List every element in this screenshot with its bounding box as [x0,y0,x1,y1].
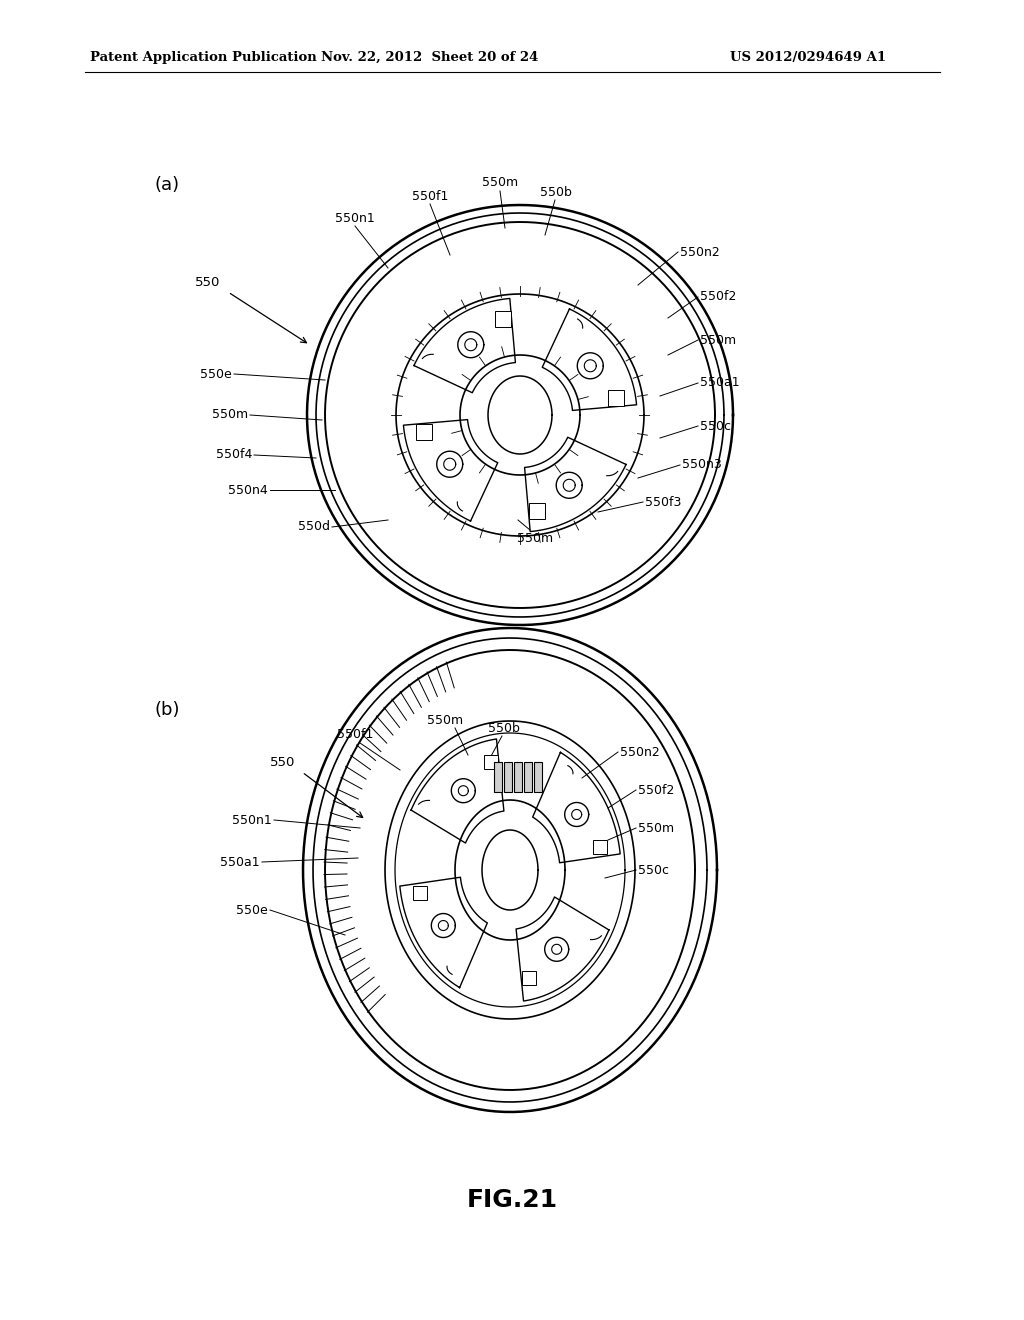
Polygon shape [571,809,582,820]
Polygon shape [522,970,537,985]
Bar [514,762,522,792]
Bar [534,762,542,792]
Polygon shape [465,339,477,351]
Polygon shape [516,898,609,1001]
Polygon shape [416,424,432,440]
Bar [494,762,502,792]
Polygon shape [552,944,562,954]
Text: 550c: 550c [638,863,669,876]
Text: 550m: 550m [482,177,518,190]
Text: Nov. 22, 2012  Sheet 20 of 24: Nov. 22, 2012 Sheet 20 of 24 [322,50,539,63]
Polygon shape [460,355,580,475]
Bar [524,762,532,792]
Text: 550m: 550m [638,821,674,834]
Polygon shape [594,840,607,854]
Polygon shape [307,205,733,624]
Text: 550n1: 550n1 [335,211,375,224]
Text: 550e: 550e [201,367,232,380]
Polygon shape [585,360,596,372]
Text: (a): (a) [155,176,180,194]
Polygon shape [543,309,637,411]
Polygon shape [455,800,565,940]
Polygon shape [395,733,625,1007]
Text: 550n3: 550n3 [682,458,722,471]
Text: 550n4: 550n4 [228,483,268,496]
Text: (b): (b) [155,701,180,719]
Text: 550e: 550e [237,903,268,916]
Bar [504,762,512,792]
Polygon shape [545,937,568,961]
Polygon shape [452,779,475,803]
Text: 550n2: 550n2 [620,746,659,759]
Text: US 2012/0294649 A1: US 2012/0294649 A1 [730,50,886,63]
Text: 550f1: 550f1 [337,729,373,742]
Polygon shape [313,638,707,1102]
Text: 550m: 550m [517,532,553,544]
Text: 550f1: 550f1 [412,190,449,202]
Text: 550: 550 [270,755,295,768]
Polygon shape [431,913,456,937]
Polygon shape [316,213,724,616]
Polygon shape [495,312,511,327]
Polygon shape [529,503,545,519]
Text: 550m: 550m [700,334,736,346]
Polygon shape [482,830,538,909]
Polygon shape [413,886,427,900]
Polygon shape [403,420,498,521]
Polygon shape [488,376,552,454]
Polygon shape [564,803,589,826]
Polygon shape [443,458,456,470]
Text: 550a1: 550a1 [700,376,739,389]
Polygon shape [303,628,717,1111]
Polygon shape [532,752,621,863]
Text: 550b: 550b [488,722,520,734]
Text: Patent Application Publication: Patent Application Publication [90,50,316,63]
Text: 550a1: 550a1 [220,855,260,869]
Text: 550b: 550b [540,186,572,198]
Polygon shape [459,785,468,796]
Text: 550: 550 [195,276,220,289]
Polygon shape [411,739,504,843]
Text: 550f4: 550f4 [216,449,252,462]
Polygon shape [385,721,635,1019]
Text: 550m: 550m [427,714,463,726]
Polygon shape [563,479,575,491]
Text: 550m: 550m [212,408,248,421]
Polygon shape [396,294,644,536]
Text: FIG.21: FIG.21 [467,1188,557,1212]
Polygon shape [524,437,626,532]
Polygon shape [325,222,715,609]
Text: 550f2: 550f2 [638,784,675,796]
Text: 550c: 550c [700,420,731,433]
Polygon shape [399,878,487,987]
Text: 550n2: 550n2 [680,246,720,259]
Polygon shape [458,331,483,358]
Text: 550f3: 550f3 [645,495,681,508]
Polygon shape [483,755,498,770]
Polygon shape [608,391,624,407]
Polygon shape [556,473,583,498]
Text: 550n1: 550n1 [232,813,272,826]
Polygon shape [414,298,515,393]
Polygon shape [325,649,695,1090]
Polygon shape [436,451,463,478]
Polygon shape [438,920,449,931]
Text: 550f2: 550f2 [700,290,736,304]
Text: 550d: 550d [298,520,330,533]
Polygon shape [578,352,603,379]
